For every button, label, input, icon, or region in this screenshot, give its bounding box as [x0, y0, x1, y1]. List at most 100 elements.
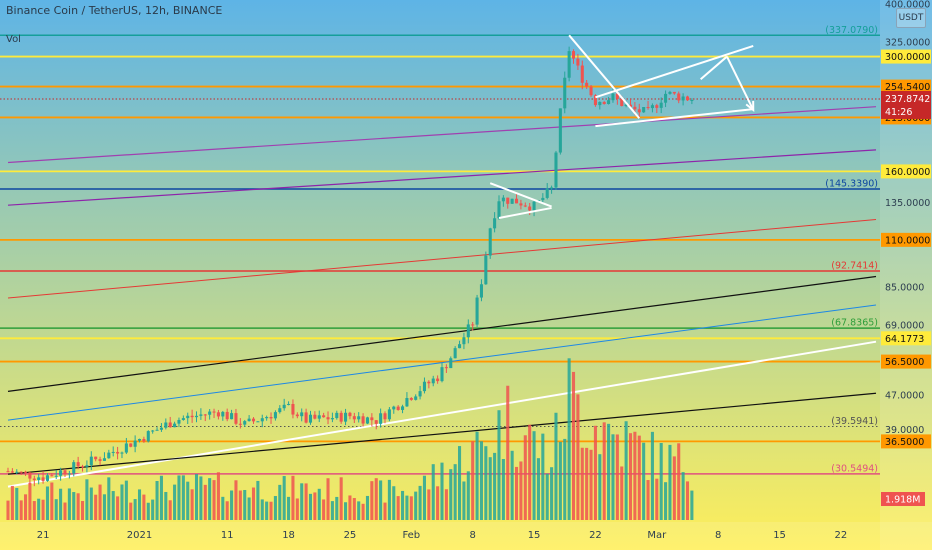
candle-body — [436, 378, 440, 382]
volume-bar — [655, 478, 659, 520]
volume-bar — [414, 491, 418, 520]
volume-bar — [24, 494, 28, 520]
candle-body — [633, 106, 637, 110]
volume-bar — [401, 490, 405, 520]
candle-body — [6, 471, 10, 473]
volume-badge-label: 1.918M — [885, 495, 920, 506]
volume-bar — [230, 490, 234, 520]
volume-bar — [335, 496, 339, 520]
level-label: 64.1773 — [885, 334, 924, 345]
level-label: 300.0000 — [885, 52, 930, 63]
candle-body — [15, 471, 19, 473]
volume-bar — [545, 473, 549, 520]
candle-body — [41, 477, 45, 481]
volume-bar — [120, 484, 124, 520]
candle-body — [405, 398, 409, 407]
y-tick-label: 325.0000 — [885, 37, 930, 48]
volume-bar — [251, 487, 256, 520]
candle-body — [37, 477, 41, 480]
volume-bar — [528, 424, 532, 520]
level-badge — [881, 331, 931, 346]
candle-body — [401, 406, 405, 410]
volume-bar — [142, 494, 146, 520]
volume-bar — [405, 495, 409, 520]
volume-bar — [278, 484, 282, 520]
candle-body — [24, 471, 28, 473]
candle-body — [32, 478, 36, 480]
x-tick-label: 8 — [715, 530, 721, 541]
candle-body — [418, 391, 422, 397]
candle-body — [317, 415, 321, 419]
volume-bar — [541, 433, 545, 520]
level-label: 56.5000 — [885, 357, 924, 368]
trendline — [7, 304, 877, 421]
volume-bar — [10, 485, 14, 520]
volume-bar — [28, 482, 32, 520]
currency-button[interactable]: USDT — [896, 8, 926, 28]
x-tick-label: 8 — [469, 530, 475, 541]
candle-body — [466, 324, 470, 338]
volume-bar — [488, 457, 492, 520]
volume-bar — [173, 484, 177, 520]
level-label: (30.5494) — [831, 463, 878, 474]
candle-body — [322, 415, 326, 418]
candle-body — [67, 473, 71, 475]
volume-bar — [563, 438, 567, 520]
volume-bar — [15, 487, 19, 520]
candle-body — [550, 187, 554, 189]
volume-bar — [317, 488, 321, 520]
level-badge — [881, 354, 931, 369]
pattern-line — [726, 56, 755, 111]
volume-bar — [672, 456, 676, 520]
volume-bar — [133, 499, 137, 520]
volume-bar — [536, 458, 540, 520]
candle-body — [479, 284, 483, 298]
candle-body — [532, 201, 536, 211]
time-axis-panel[interactable] — [0, 522, 932, 550]
price-axis[interactable]: 400.0000 325.0000 135.0000 85.0000 69.0000 47… — [880, 0, 932, 550]
candle-body — [427, 381, 431, 384]
candle-body — [422, 381, 426, 392]
candle-body — [216, 412, 220, 417]
volume-bar — [177, 475, 181, 520]
volume-bar — [234, 480, 238, 520]
volume-label: Vol — [6, 34, 21, 45]
candle-body — [330, 418, 334, 420]
trendline — [7, 149, 877, 206]
candle-body — [501, 197, 505, 202]
volume-bar — [164, 491, 168, 520]
volume-bar — [365, 495, 370, 520]
x-tick-label: 18 — [282, 530, 295, 541]
candle-body — [28, 472, 32, 479]
trendline — [7, 218, 877, 299]
candle-body — [59, 470, 63, 476]
volume-bar — [221, 496, 225, 520]
volume-bar — [506, 385, 510, 520]
candle-body — [221, 411, 225, 417]
volume-bars — [6, 358, 694, 520]
volume-bar — [650, 431, 654, 520]
volume-bar — [615, 434, 619, 520]
time-axis[interactable]: 21 2021 11 18 25 Feb 8 15 22 Mar 8 15 22 — [0, 522, 932, 550]
candle-body — [344, 412, 348, 422]
candle-body — [155, 429, 159, 431]
candle-body — [225, 411, 229, 420]
volume-bar — [659, 442, 663, 520]
volume-bar — [510, 450, 514, 520]
volume-bar — [265, 501, 269, 520]
countdown-label: 41:26 — [885, 107, 912, 118]
level-label: (337.0790) — [825, 25, 878, 36]
candle-body — [19, 471, 23, 473]
candle-body — [620, 98, 624, 107]
volume-bar — [479, 441, 483, 520]
candle-body — [107, 452, 111, 459]
volume-bar — [80, 500, 85, 520]
candle-body — [50, 475, 54, 477]
candle-body — [313, 414, 317, 419]
volume-bar — [497, 410, 501, 520]
volume-bar — [352, 498, 356, 520]
candle-body — [142, 438, 146, 442]
volume-bar — [63, 502, 67, 520]
volume-bar — [111, 491, 115, 520]
